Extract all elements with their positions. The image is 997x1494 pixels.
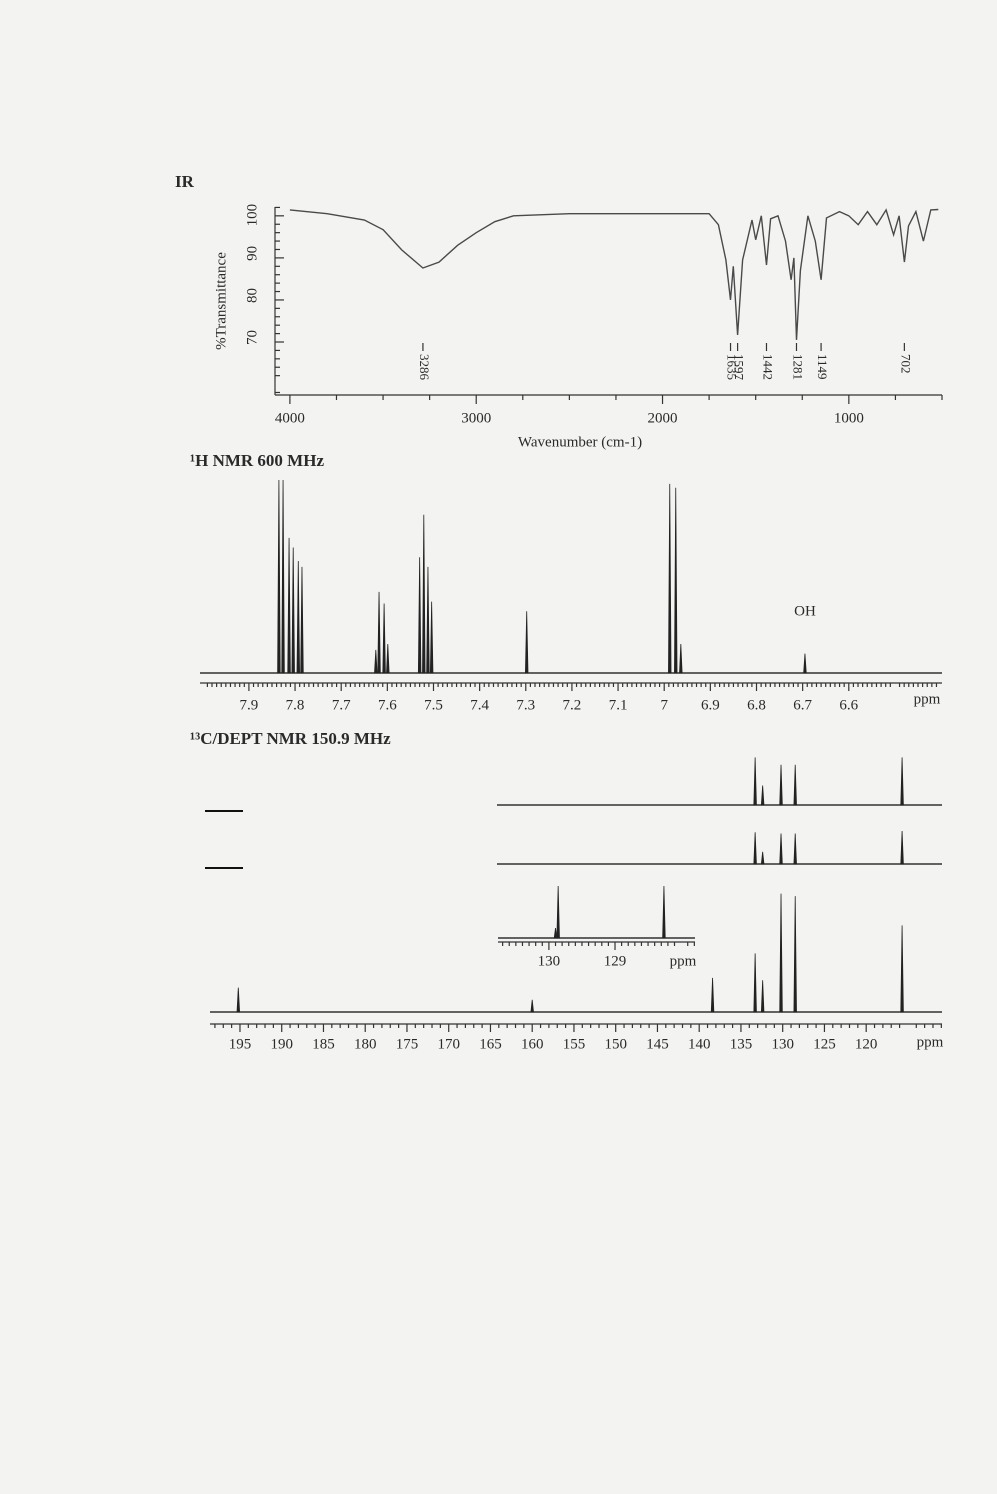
x-tick-label: 6.9 [701, 697, 720, 713]
peak-label: 1635 [725, 354, 740, 380]
y-tick-label: 70 [244, 330, 260, 345]
peak [281, 479, 285, 674]
x-tick-label: 120 [855, 1036, 878, 1052]
peak [753, 757, 757, 806]
peak [753, 832, 757, 865]
x-tick-label: 135 [730, 1036, 753, 1052]
chart-title: IR [175, 172, 195, 191]
peak [803, 653, 807, 674]
y-tick-label: 100 [244, 204, 260, 227]
x-tick-label: 7.7 [332, 697, 351, 713]
peak-label: 1597 [732, 354, 747, 381]
annotation: OH [794, 603, 816, 619]
x-tick-label: 7.3 [516, 697, 535, 713]
peak [779, 833, 783, 865]
peak-label: 1281 [791, 354, 806, 380]
x-tick-label: 7.5 [424, 697, 443, 713]
x-tick-label: 145 [646, 1036, 669, 1052]
x-tick-label: 6.8 [747, 697, 766, 713]
peak [429, 601, 434, 674]
x-tick-label: 3000 [461, 410, 491, 426]
peak [710, 977, 715, 1013]
peak [553, 927, 558, 939]
peak [900, 925, 904, 1013]
x-tick-label: 185 [312, 1036, 335, 1052]
x-tick-label: 6.7 [793, 697, 812, 713]
peak [374, 649, 378, 674]
x-tick-label: 129 [604, 953, 627, 969]
x-tick-label: 155 [563, 1036, 586, 1052]
peak [422, 514, 426, 674]
peak [236, 987, 241, 1013]
x-tick-label: 7.6 [378, 697, 397, 713]
x-tick-label: 7 [660, 697, 668, 713]
peak [900, 757, 904, 806]
x-tick-label: 175 [396, 1036, 419, 1052]
peak [793, 896, 797, 1013]
peak [674, 487, 678, 674]
x-tick-label: 160 [521, 1036, 544, 1052]
peak [386, 644, 390, 674]
x-tick-label: 180 [354, 1036, 377, 1052]
peak [779, 893, 783, 1013]
peak [779, 764, 783, 806]
x-tick-label: 7.2 [563, 697, 582, 713]
peak [524, 611, 529, 674]
x-tick-label: 2000 [648, 410, 678, 426]
x-tick-label: 1000 [834, 410, 864, 426]
x-tick-label: 7.9 [240, 697, 259, 713]
y-tick-label: 90 [244, 246, 260, 261]
x-axis-label: ppm [917, 1034, 944, 1050]
peak-label: 3286 [417, 354, 432, 381]
peak [377, 591, 381, 674]
x-tick-label: 7.4 [470, 697, 489, 713]
chart-title: ¹³C/DEPT NMR 150.9 MHz [190, 729, 391, 748]
x-tick-label: 195 [229, 1036, 252, 1052]
x-axis-label: ppm [670, 953, 697, 969]
peak [426, 566, 430, 674]
x-tick-label: 190 [270, 1036, 293, 1052]
peak [760, 851, 765, 865]
y-axis-label: %Transmittance [213, 252, 229, 350]
x-tick-label: 140 [688, 1036, 711, 1052]
peak [760, 980, 765, 1013]
peak [530, 999, 534, 1013]
peak [382, 603, 386, 674]
peak [277, 479, 281, 674]
peak [417, 557, 422, 674]
peak [287, 537, 291, 674]
x-tick-label: 7.1 [609, 697, 628, 713]
peak [793, 833, 797, 865]
peak [753, 953, 757, 1013]
x-tick-label: 125 [813, 1036, 836, 1052]
peak [300, 566, 304, 674]
chart-title: ¹H NMR 600 MHz [190, 451, 324, 470]
peak [296, 561, 300, 674]
x-tick-label: 165 [479, 1036, 502, 1052]
x-tick-label: 130 [771, 1036, 794, 1052]
peak [291, 547, 295, 674]
y-tick-label: 80 [244, 288, 260, 303]
peak [662, 885, 666, 939]
x-tick-label: 130 [538, 953, 561, 969]
x-axis-label: ppm [914, 691, 941, 707]
peak [793, 764, 797, 806]
x-axis-label: Wavenumber (cm-1) [518, 434, 642, 450]
peak [556, 885, 560, 939]
x-tick-label: 170 [437, 1036, 460, 1052]
x-tick-label: 6.6 [839, 697, 858, 713]
ir-curve [289, 208, 939, 340]
x-tick-label: 7.8 [286, 697, 305, 713]
peak-label: 702 [898, 354, 913, 374]
x-tick-label: 150 [604, 1036, 627, 1052]
peak [900, 831, 904, 865]
peak [668, 483, 672, 674]
peak-label: 1442 [761, 354, 776, 380]
x-tick-label: 4000 [275, 410, 305, 426]
peak [760, 785, 765, 806]
peak [679, 644, 683, 674]
peak-label: 1149 [815, 354, 830, 380]
